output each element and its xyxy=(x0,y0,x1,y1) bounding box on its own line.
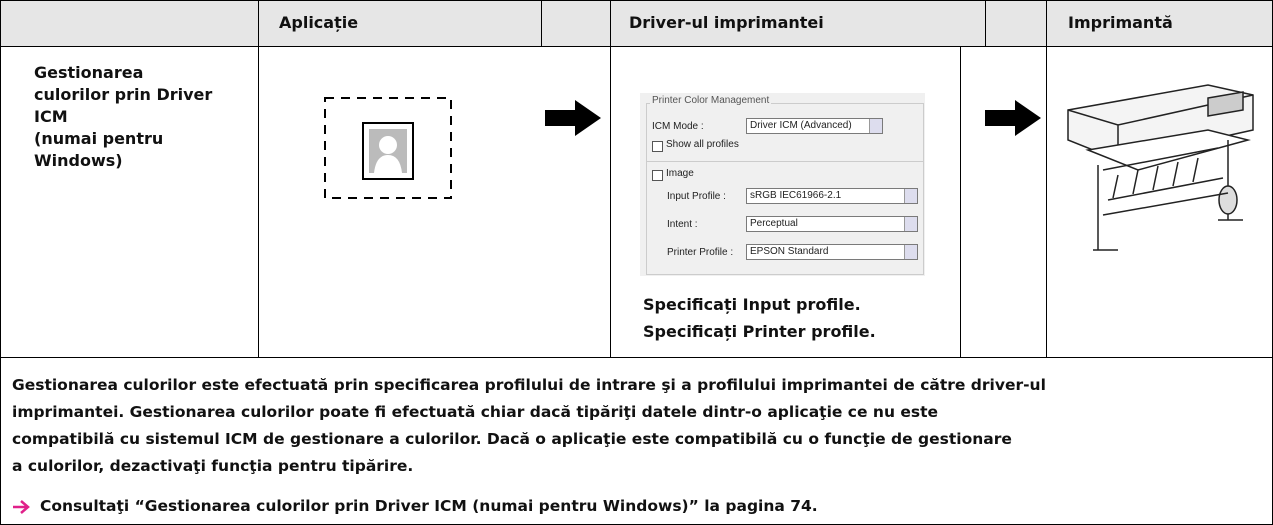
rule xyxy=(1046,0,1047,357)
checkbox xyxy=(652,141,663,152)
header-cell: Imprimantă xyxy=(1068,13,1173,32)
select: Driver ICM (Advanced) xyxy=(746,118,883,134)
rule xyxy=(985,0,986,46)
field-label: Intent : xyxy=(667,219,698,230)
text-line: ICM xyxy=(34,107,68,126)
select-value: sRGB IEC61966-2.1 xyxy=(750,190,842,201)
link[interactable]: Consultaţi “Gestionarea culorilor prin D… xyxy=(40,497,818,515)
header-bg xyxy=(0,0,1273,46)
select-value: EPSON Standard xyxy=(750,246,829,257)
separator xyxy=(647,161,923,162)
header-cell: Aplicație xyxy=(279,13,359,32)
rule xyxy=(0,46,1273,47)
rule xyxy=(258,0,259,357)
select: sRGB IEC61966-2.1 xyxy=(746,188,918,204)
row-label: Gestionarea culorilor prin Driver ICM (numa… xyxy=(34,62,212,172)
dropdown xyxy=(904,189,917,203)
text-line: (numai pentru xyxy=(34,129,164,148)
rule xyxy=(610,0,611,357)
header-cell: Driver-ul imprimantei xyxy=(629,13,824,32)
caption: Specificați Printer profile. xyxy=(643,322,876,341)
text-line: a culorilor, dezactivaţi funcţia pentru … xyxy=(12,457,414,475)
arrow xyxy=(545,100,601,136)
select: Perceptual xyxy=(746,216,918,232)
rule xyxy=(541,0,542,46)
field-label: Printer Profile : xyxy=(667,247,734,258)
text-line: compatibilă cu sistemul ICM de gestionar… xyxy=(12,430,1012,448)
dialog: Printer Color Management ICM Mode : Driv… xyxy=(640,93,925,276)
text-line: culorilor prin Driver xyxy=(34,85,213,104)
printer-illustration xyxy=(1067,84,1254,251)
text-line: Gestionarea culorilor este efectuată pri… xyxy=(12,376,1046,394)
arrow xyxy=(985,100,1041,136)
field-label: ICM Mode : xyxy=(652,121,704,132)
checkbox xyxy=(652,170,663,181)
checkbox-label: Show all profiles xyxy=(666,139,739,150)
text-line: imprimantei. Gestionarea culorilor poate… xyxy=(12,403,939,421)
group-label: Printer Color Management xyxy=(650,95,772,106)
image-icon xyxy=(324,97,452,199)
link-arrow xyxy=(13,500,30,514)
select-value: Driver ICM (Advanced) xyxy=(750,120,852,131)
select-value: Perceptual xyxy=(750,218,798,229)
dropdown xyxy=(904,217,917,231)
group-box xyxy=(646,103,924,275)
description: Gestionarea culorilor este efectuată pri… xyxy=(12,372,1046,480)
checkbox-label: Image xyxy=(666,168,694,179)
caption: Specificați Input profile. xyxy=(643,295,861,314)
text-line: Windows) xyxy=(34,151,123,170)
dropdown xyxy=(904,245,917,259)
rule xyxy=(0,357,1273,358)
select: EPSON Standard xyxy=(746,244,918,260)
dropdown xyxy=(869,119,882,133)
field-label: Input Profile : xyxy=(667,191,726,202)
rule xyxy=(960,46,961,357)
text-line: Gestionarea xyxy=(34,63,144,82)
